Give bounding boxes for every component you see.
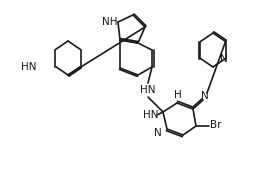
Text: N: N <box>220 54 227 64</box>
Text: NH: NH <box>102 17 118 27</box>
Text: HN: HN <box>21 62 37 72</box>
Text: HN: HN <box>140 85 156 95</box>
Text: H: H <box>174 90 182 100</box>
Text: HN: HN <box>143 110 159 120</box>
Text: N: N <box>154 128 162 138</box>
Text: Br: Br <box>210 120 221 130</box>
Text: N: N <box>201 91 209 101</box>
